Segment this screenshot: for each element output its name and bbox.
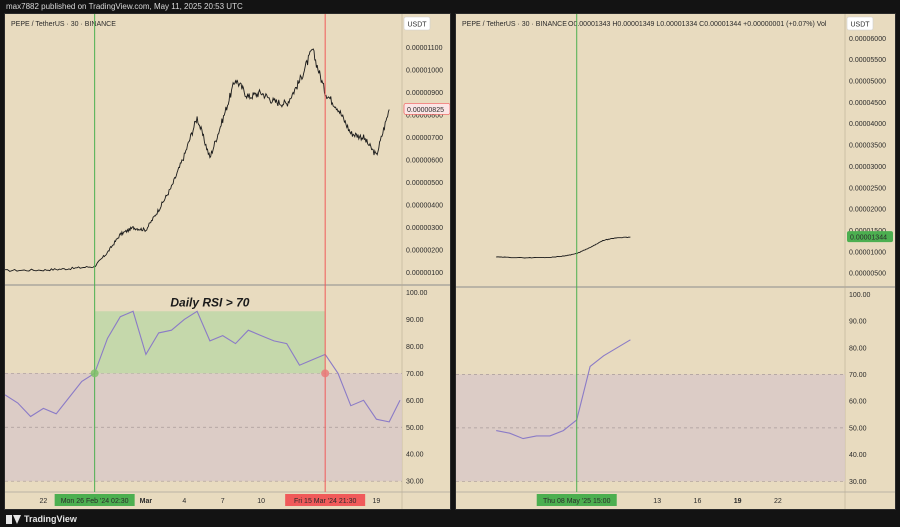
rsi-tick-label: 50.00 — [849, 425, 867, 432]
rsi-series-line — [496, 339, 631, 440]
last-price-label: 0.00000825 — [407, 107, 444, 114]
rsi-tick-label: 80.00 — [849, 345, 867, 352]
date-tick-label: 13 — [653, 498, 661, 505]
price-tick-label: 0.00005500 — [849, 57, 886, 64]
ohlc-readout: O0.00001343 H0.00001349 L0.00001334 C0.0… — [568, 21, 827, 28]
date-tick-label: 19 — [734, 498, 742, 505]
price-tick-label: 0.00004500 — [849, 100, 886, 107]
price-tick-label: 0.00000800 — [406, 113, 443, 120]
rsi-tick-label: 100.00 — [406, 290, 428, 297]
price-tick-label: 0.00000300 — [406, 225, 443, 232]
rsi-cross-end-marker — [321, 369, 330, 378]
date-tick-label: 22 — [40, 498, 48, 505]
rsi-tick-label: 70.00 — [849, 372, 867, 379]
chart-title: PEPE / TetherUS · 30 · BINANCE — [462, 21, 567, 28]
price-tick-label: 0.00000400 — [406, 203, 443, 210]
rsi-tick-label: 50.00 — [406, 425, 424, 432]
rsi-tick-label: 40.00 — [406, 452, 424, 459]
last-price-badge — [847, 231, 893, 243]
rsi-tick-label: 90.00 — [406, 317, 424, 324]
price-tick-label: 0.00004000 — [849, 121, 886, 128]
currency-label: USDT — [407, 22, 427, 29]
price-series-line — [496, 236, 631, 259]
publish-caption: max7882 published on TradingView.com, Ma… — [6, 2, 243, 11]
rsi-tick-label: 70.00 — [406, 371, 424, 378]
price-tick-label: 0.00003000 — [849, 164, 886, 171]
rsi-cross-start-marker — [90, 369, 99, 378]
price-series-line — [5, 48, 390, 272]
date-cursor-date-badge — [536, 494, 617, 506]
currency-badge — [403, 16, 431, 31]
price-tick-label: 0.00003500 — [849, 143, 886, 150]
chart-title: PEPE / TetherUS · 30 · BINANCE — [11, 21, 116, 28]
rsi-tick-label: 40.00 — [849, 452, 867, 459]
price-tick-label: 0.00001000 — [849, 249, 886, 256]
rsi-start-cursor-date-badge — [54, 494, 135, 506]
rsi-tick-label: 60.00 — [406, 398, 424, 405]
right-chart-panel[interactable]: PEPE / TetherUS · 30 · BINANCE O0.0000134… — [455, 13, 896, 510]
date-tick-label: 10 — [257, 498, 265, 505]
price-tick-label: 0.00002000 — [849, 207, 886, 214]
price-tick-label: 0.00005000 — [849, 78, 886, 85]
price-tick-label: 0.00000500 — [406, 180, 443, 187]
date-tick-label: 7 — [221, 498, 225, 505]
right-chart-svg[interactable]: PEPE / TetherUS · 30 · BINANCE O0.0000134… — [456, 14, 895, 509]
left-chart-svg[interactable]: PEPE / TetherUS · 30 · BINANCE USDT Daily … — [5, 14, 450, 509]
price-tick-label: 0.00001100 — [406, 45, 443, 52]
currency-badge — [846, 16, 874, 31]
price-tick-label: 0.00000600 — [406, 158, 443, 165]
highlight-label: Daily RSI > 70 — [170, 295, 249, 309]
last-price-label: 0.00001344 — [850, 235, 887, 242]
rsi-highlight-box — [94, 311, 326, 374]
date-tick-label: 4 — [182, 498, 186, 505]
price-tick-label: 0.00000900 — [406, 90, 443, 97]
rsi-tick-label: 100.00 — [849, 292, 871, 299]
price-tick-label: 0.00001000 — [406, 68, 443, 75]
rsi-tick-label: 80.00 — [406, 344, 424, 351]
date-tick-label: 22 — [774, 498, 782, 505]
rsi-end-cursor-date-badge — [285, 494, 366, 506]
rsi-tick-label: 90.00 — [849, 319, 867, 326]
rsi-series-line — [5, 310, 401, 423]
currency-label: USDT — [850, 22, 870, 29]
date-cursor-date-label: Thu 08 May '25 15:00 — [543, 498, 611, 505]
last-price-badge — [403, 103, 450, 115]
date-tick-label: 19 — [372, 498, 380, 505]
tradingview-logo: TradingView — [6, 514, 77, 524]
rsi-end-cursor-date-label: Fri 15 Mar '24 21:30 — [294, 498, 357, 505]
price-tick-label: 0.00000700 — [406, 135, 443, 142]
rsi-tick-label: 30.00 — [406, 479, 424, 486]
date-tick-label: 16 — [694, 498, 702, 505]
price-tick-label: 0.00000100 — [406, 270, 443, 277]
tradingview-logo-icon — [6, 514, 21, 524]
rsi-tick-label: 30.00 — [849, 479, 867, 486]
price-tick-label: 0.00002500 — [849, 185, 886, 192]
rsi-start-cursor-date-label: Mon 26 Feb '24 02:30 — [61, 498, 129, 505]
price-tick-label: 0.00006000 — [849, 36, 886, 43]
price-tick-label: 0.00000200 — [406, 248, 443, 255]
rsi-tick-label: 60.00 — [849, 399, 867, 406]
left-chart-panel[interactable]: PEPE / TetherUS · 30 · BINANCE USDT Daily … — [4, 13, 451, 510]
brand-name: TradingView — [24, 514, 77, 524]
price-tick-label: 0.00000500 — [849, 271, 886, 278]
date-tick-label: Mar — [140, 498, 153, 505]
